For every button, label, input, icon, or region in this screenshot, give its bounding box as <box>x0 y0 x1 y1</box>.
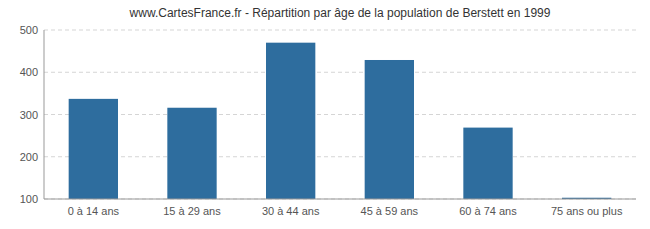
grid-line <box>44 114 636 115</box>
x-axis-line <box>44 199 636 200</box>
y-tick-label: 400 <box>20 66 38 78</box>
grid-line <box>44 199 636 200</box>
x-tick-label: 75 ans ou plus <box>551 205 623 217</box>
bar <box>167 108 216 199</box>
y-tick-label: 100 <box>20 193 38 205</box>
bar <box>365 60 414 199</box>
bars <box>69 43 612 199</box>
chart-container: www.CartesFrance.fr - Répartition par âg… <box>0 0 650 229</box>
y-axis-line <box>44 30 45 199</box>
chart-title: www.CartesFrance.fr - Répartition par âg… <box>129 6 551 20</box>
bar <box>266 43 315 199</box>
y-tick-label: 200 <box>20 151 38 163</box>
y-tick-label: 300 <box>20 109 38 121</box>
y-tick-label: 500 <box>20 24 38 36</box>
x-tick-label: 45 à 59 ans <box>361 205 419 217</box>
chart-svg: www.CartesFrance.fr - Répartition par âg… <box>0 0 650 229</box>
x-tick-label: 15 à 29 ans <box>163 205 221 217</box>
grid <box>44 30 636 199</box>
bar <box>69 99 118 199</box>
x-tick-label: 30 à 44 ans <box>262 205 320 217</box>
grid-line <box>44 30 636 31</box>
x-tick-label: 0 à 14 ans <box>68 205 120 217</box>
bar <box>463 128 512 199</box>
grid-line <box>44 156 636 157</box>
x-tick-label: 60 à 74 ans <box>459 205 517 217</box>
grid-line <box>44 72 636 73</box>
